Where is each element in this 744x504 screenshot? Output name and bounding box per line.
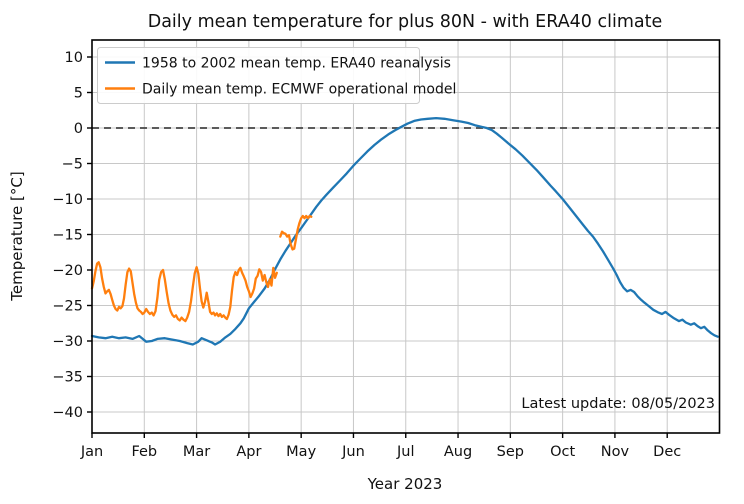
- y-tick-label: −25: [52, 299, 83, 315]
- y-tick-label: −10: [52, 192, 83, 208]
- legend: 1958 to 2002 mean temp. ERA40 reanalysis…: [97, 47, 456, 104]
- y-tick-label: −5: [62, 157, 83, 173]
- x-tick-label: Mar: [183, 444, 210, 460]
- x-tick-label: Apr: [236, 444, 261, 460]
- x-tick-label: Oct: [550, 444, 575, 460]
- y-tick-label: 5: [74, 86, 83, 102]
- x-tick-label: May: [286, 444, 316, 460]
- legend-entry-daily: Daily mean temp. ECMWF operational model: [142, 82, 456, 98]
- daily-temp-line: [90, 214, 313, 323]
- y-tick-label: −15: [52, 228, 83, 244]
- x-axis-label: Year 2023: [367, 475, 443, 493]
- legend-entry-climatology: 1958 to 2002 mean temp. ERA40 reanalysis: [142, 56, 451, 72]
- x-tick-label: Nov: [601, 444, 630, 460]
- axis-ticks: [87, 56, 668, 438]
- axis-tick-labels: 10 5 0 −5 −10 −15 −20 −25 −30 −35 −40 Jan Feb Mar Apr M…: [52, 50, 681, 460]
- x-tick-label: Dec: [653, 444, 681, 460]
- x-tick-label: Jan: [80, 444, 103, 460]
- y-tick-label: −20: [52, 263, 83, 279]
- y-axis-label: Temperature [°C]: [8, 171, 26, 301]
- x-tick-label: Jul: [396, 444, 415, 460]
- y-tick-label: 0: [74, 121, 83, 137]
- y-tick-label: −40: [52, 405, 83, 421]
- legend-box: [97, 47, 420, 104]
- latest-update-text: Latest update: 08/05/2023: [521, 396, 715, 412]
- data-series: [90, 116, 719, 346]
- x-tick-label: Sep: [497, 444, 524, 460]
- x-tick-label: Feb: [131, 444, 157, 460]
- climatology-line: [90, 116, 719, 346]
- chart-title: Daily mean temperature for plus 80N - wi…: [148, 12, 663, 32]
- y-tick-label: 10: [65, 50, 83, 66]
- y-tick-label: −35: [52, 370, 83, 386]
- y-tick-label: −30: [52, 334, 83, 350]
- x-tick-label: Jun: [341, 444, 365, 460]
- x-tick-label: Aug: [444, 444, 472, 460]
